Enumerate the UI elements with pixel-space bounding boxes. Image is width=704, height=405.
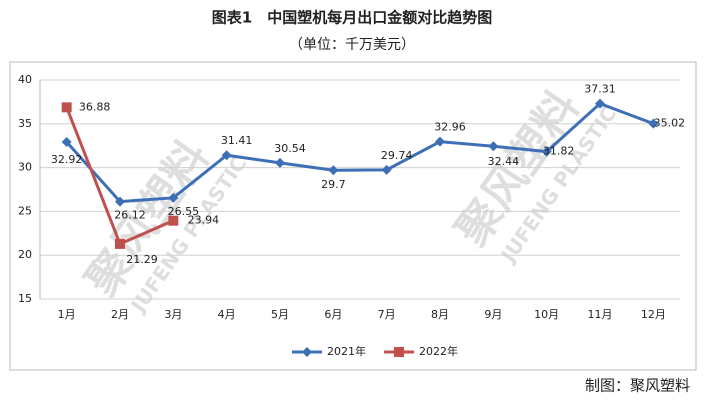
data-label: 29.74 [381, 149, 413, 162]
data-label: 32.44 [488, 155, 520, 168]
marker [595, 98, 605, 109]
marker [435, 136, 445, 147]
x-tick-label: 11月 [588, 308, 613, 321]
y-tick-label: 35 [18, 117, 32, 130]
marker [381, 164, 392, 175]
marker [168, 192, 179, 203]
marker [115, 196, 125, 207]
legend-marker [302, 347, 312, 357]
marker [648, 118, 659, 129]
chart-frame [9, 61, 697, 371]
data-label: 26.12 [114, 209, 146, 222]
data-label: 36.88 [79, 100, 111, 113]
x-tick-label: 8月 [431, 308, 449, 321]
marker [328, 165, 339, 176]
x-tick-label: 7月 [378, 308, 396, 321]
data-label: 32.96 [434, 121, 466, 134]
x-tick-label: 4月 [218, 308, 236, 321]
marker [61, 137, 72, 148]
series-line [65, 101, 654, 204]
legend-marker [394, 347, 404, 357]
data-label: 35.02 [654, 117, 686, 130]
legend-label: 2022年 [419, 344, 458, 358]
data-label: 29.7 [321, 178, 346, 191]
y-tick-label: 40 [18, 73, 32, 86]
x-tick-label: 10月 [534, 308, 559, 321]
chart-subtitle: （单位：千万美元） [289, 37, 415, 53]
data-label: 32.92 [51, 153, 83, 166]
x-tick-label: 3月 [164, 308, 182, 321]
x-tick-label: 2月 [111, 308, 129, 321]
data-label: 30.54 [274, 142, 306, 155]
x-tick-label: 5月 [271, 308, 289, 321]
data-label: 21.29 [126, 253, 158, 266]
y-tick-label: 30 [18, 161, 32, 174]
data-label: 23.94 [188, 214, 220, 227]
legend-label: 2021年 [327, 344, 366, 358]
data-label: 37.31 [584, 83, 616, 96]
footer: 制图：聚风塑料 [585, 377, 690, 395]
marker [61, 102, 72, 113]
y-tick-label: 20 [18, 248, 32, 261]
y-tick-label: 15 [18, 292, 32, 305]
marker [221, 150, 232, 161]
marker [275, 157, 285, 168]
x-tick-label: 9月 [484, 308, 502, 321]
y-tick-label: 25 [18, 204, 32, 217]
data-label: 31.41 [221, 134, 253, 147]
marker [168, 215, 179, 226]
x-tick-label: 6月 [324, 308, 342, 321]
x-tick-label: 1月 [58, 308, 76, 321]
data-label: 31.82 [543, 145, 575, 158]
x-tick-label: 12月 [641, 308, 666, 321]
data-label: 26.55 [168, 205, 200, 218]
chart-title: 图表1 中国塑机每月出口金额对比趋势图 [212, 9, 492, 27]
marker [115, 238, 125, 249]
marker [541, 146, 552, 157]
marker [488, 141, 499, 152]
